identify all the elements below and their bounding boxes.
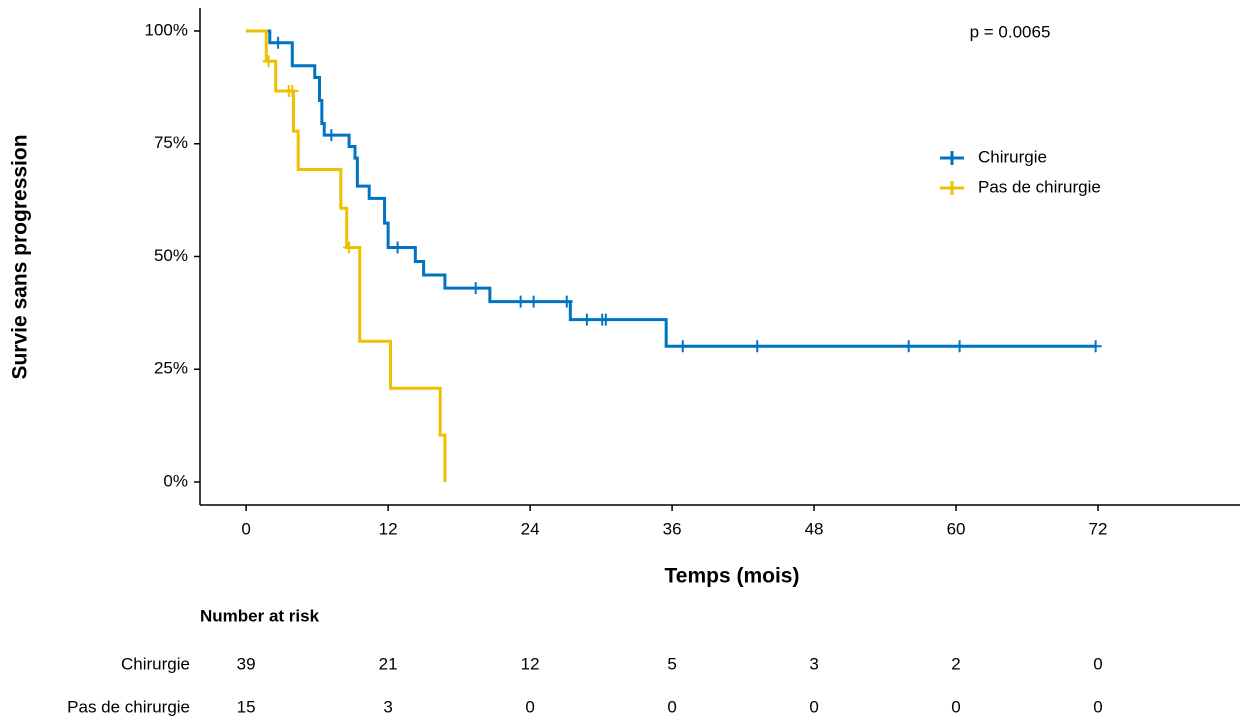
risk-table-title: Number at risk [200,606,320,625]
risk-count: 39 [237,654,256,673]
censor-mark [286,84,299,97]
risk-count: 5 [667,654,676,673]
risk-count: 0 [1093,654,1102,673]
x-tick-label: 24 [521,519,540,538]
x-tick-label: 48 [805,519,824,538]
risk-count: 15 [237,697,256,716]
survival-curve [246,29,447,482]
legend-label: Pas de chirurgie [978,177,1101,196]
risk-count: 0 [809,697,818,716]
risk-count: 12 [521,654,540,673]
censor-mark [325,129,338,142]
censor-mark [580,313,593,326]
censor-mark [751,340,764,353]
p-value: p = 0.0065 [970,22,1051,41]
risk-row-name: Chirurgie [121,654,190,673]
legend-key [940,151,964,165]
censor-mark [272,36,285,49]
survival-curve [246,29,1096,348]
risk-count: 3 [809,654,818,673]
legend-key [940,181,964,195]
risk-count: 2 [951,654,960,673]
y-tick-label: 25% [154,359,188,378]
censor-mark [469,282,482,295]
risk-count: 0 [1093,697,1102,716]
censor-mark [514,295,527,308]
y-tick-label: 0% [163,471,188,490]
risk-count: 0 [667,697,676,716]
censor-mark [676,340,689,353]
x-tick-label: 60 [947,519,966,538]
x-tick-label: 72 [1089,519,1108,538]
x-tick-label: 12 [379,519,398,538]
censor-mark [1089,340,1102,353]
x-tick-label: 36 [663,519,682,538]
risk-count: 0 [951,697,960,716]
legend-label: Chirurgie [978,147,1047,166]
censor-mark [343,241,356,254]
censor-mark [599,313,612,326]
x-axis-label: Temps (mois) [665,565,800,588]
risk-row-name: Pas de chirurgie [67,697,190,716]
x-tick-label: 0 [241,519,250,538]
y-axis-label: Survie sans progression [9,134,32,379]
y-tick-label: 100% [145,20,188,39]
censor-mark [953,340,966,353]
censor-mark [391,241,404,254]
censor-mark [527,295,540,308]
censor-mark [262,55,275,68]
y-tick-label: 75% [154,133,188,152]
censor-mark [902,340,915,353]
risk-count: 3 [383,697,392,716]
censor-mark [560,295,573,308]
risk-count: 21 [379,654,398,673]
risk-count: 0 [525,697,534,716]
y-tick-label: 50% [154,246,188,265]
